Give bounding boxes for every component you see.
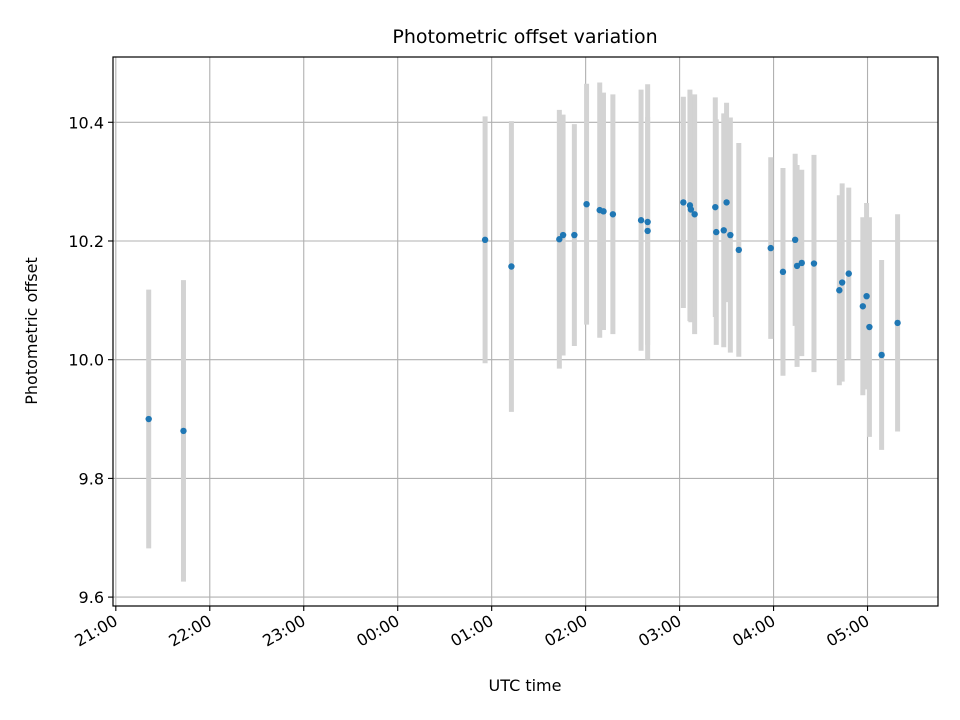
- data-point: [720, 227, 727, 234]
- data-point: [691, 211, 698, 218]
- data-point: [713, 228, 720, 236]
- data-point: [836, 287, 843, 294]
- data-point: [680, 199, 687, 206]
- data-point: [600, 208, 607, 215]
- data-point: [571, 231, 578, 239]
- data-point: [793, 262, 801, 270]
- y-tick-label: 9.8: [79, 469, 104, 488]
- data-point: [712, 203, 719, 211]
- data-point: [637, 217, 645, 224]
- data-point: [894, 319, 901, 327]
- data-point: [583, 200, 590, 208]
- data-point: [145, 415, 152, 423]
- data-point: [798, 259, 805, 267]
- data-point: [723, 199, 730, 206]
- y-tick-label: 10.4: [68, 113, 104, 132]
- data-point: [644, 227, 651, 235]
- data-point: [644, 218, 651, 226]
- data-point: [559, 231, 567, 239]
- data-point: [609, 211, 617, 218]
- data-point: [845, 270, 852, 277]
- data-point: [735, 246, 742, 254]
- data-point: [727, 231, 734, 239]
- data-point: [838, 279, 846, 286]
- data-point: [508, 263, 515, 270]
- chart-title: Photometric offset variation: [392, 26, 657, 48]
- y-tick-label: 9.6: [79, 588, 104, 607]
- y-tick-label: 10.2: [68, 232, 104, 251]
- data-point: [878, 351, 885, 359]
- data-point: [687, 206, 695, 213]
- data-point: [779, 268, 787, 276]
- y-axis-label: Photometric offset: [22, 257, 41, 405]
- y-axis-ticks: 9.6 9.8 10.0 10.2 10.4: [68, 113, 113, 607]
- data-point: [810, 260, 818, 267]
- data-point: [859, 303, 867, 310]
- data-point: [556, 236, 563, 243]
- data-point: [866, 323, 873, 331]
- data-point: [767, 244, 774, 252]
- point-layer: [145, 199, 901, 435]
- data-point: [791, 236, 799, 244]
- plot-frame: [112, 56, 939, 607]
- x-axis-label: UTC time: [489, 676, 562, 695]
- grid-layer: [113, 57, 938, 606]
- data-point: [863, 292, 870, 300]
- data-point: [180, 427, 187, 435]
- y-tick-label: 10.0: [68, 351, 104, 370]
- data-point: [481, 236, 489, 244]
